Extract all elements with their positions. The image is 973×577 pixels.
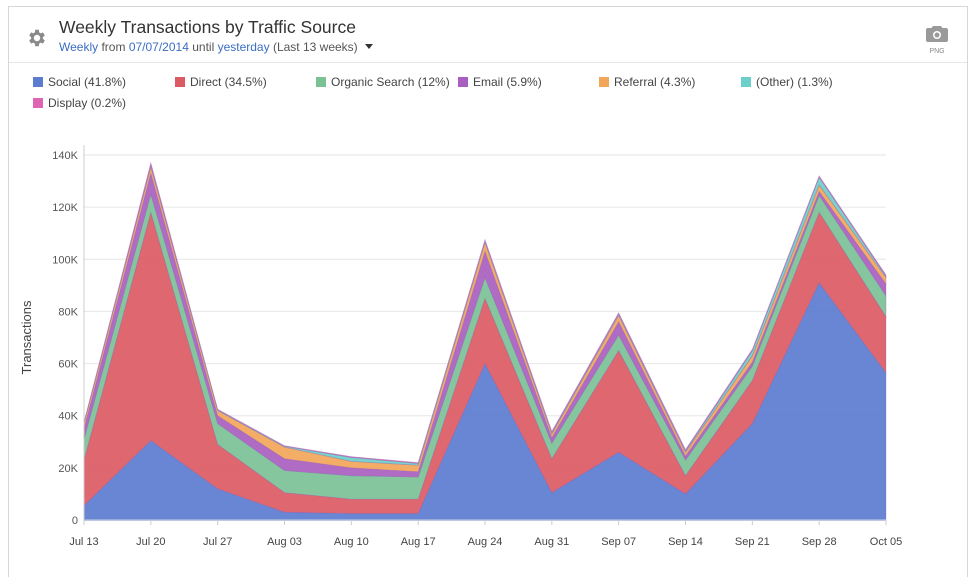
gear-icon[interactable] <box>26 27 48 49</box>
area-series-direct <box>83 210 887 514</box>
end-date-link[interactable]: yesterday <box>217 40 270 54</box>
date-range-selector[interactable]: Weekly from 07/07/2014 until yesterday (… <box>59 40 373 54</box>
legend-swatch <box>599 77 609 87</box>
y-tick-label: 0 <box>72 515 78 527</box>
y-tick-label: 80K <box>58 306 78 318</box>
legend-label: Display (0.2%) <box>48 96 127 110</box>
legend-item-organic-search[interactable]: Organic Search (12%) <box>316 75 450 89</box>
y-tick-label: 140K <box>52 150 78 162</box>
x-tick-label: Jul 13 <box>69 536 98 548</box>
legend-swatch <box>33 98 43 108</box>
y-axis-title: Transactions <box>19 300 34 374</box>
until-text: until <box>192 40 215 54</box>
legend-swatch <box>741 77 751 87</box>
legend-item-email[interactable]: Email (5.9%) <box>458 75 542 89</box>
chart-title: Weekly Transactions by Traffic Source <box>59 17 356 37</box>
y-tick-label: 100K <box>52 254 78 266</box>
chart-header: Weekly Transactions by Traffic Source We… <box>9 7 967 63</box>
y-tick-label: 20K <box>58 463 78 475</box>
legend-item-referral[interactable]: Referral (4.3%) <box>599 75 695 89</box>
legend-swatch <box>33 77 43 87</box>
stacked-area-chart: 0 20K 40K 60K 80K 100K 120K 140K Transactions Jul… <box>19 145 902 548</box>
x-tick-label: Sep 21 <box>735 536 770 548</box>
x-tick-label: Sep 28 <box>802 536 837 548</box>
area-series-organic-search <box>83 192 887 500</box>
legend-swatch <box>175 77 185 87</box>
range-text: (Last 13 weeks) <box>272 40 358 54</box>
y-tick-label: 120K <box>52 202 78 214</box>
export-png-label: PNG <box>929 48 945 55</box>
legend-label: Email (5.9%) <box>473 75 542 89</box>
period-link[interactable]: Weekly <box>59 40 99 54</box>
x-tick-label: Sep 07 <box>601 536 636 548</box>
legend-swatch <box>316 77 326 87</box>
x-tick-label: Aug 17 <box>401 536 436 548</box>
legend-label: Direct (34.5%) <box>190 75 267 89</box>
x-tick-label: Aug 31 <box>534 536 569 548</box>
x-tick-label: Oct 05 <box>870 536 902 548</box>
from-text: from <box>101 40 126 54</box>
area-series-display <box>83 161 887 464</box>
legend-item-other[interactable]: (Other) (1.3%) <box>741 75 833 89</box>
area-series-other <box>83 163 887 466</box>
x-tick-label: Aug 03 <box>267 536 302 548</box>
camera-icon <box>926 26 948 42</box>
export-png-button[interactable]: PNG <box>924 25 950 59</box>
legend-label: (Other) (1.3%) <box>756 75 833 89</box>
start-date-link[interactable]: 07/07/2014 <box>128 40 189 54</box>
caret-down-icon[interactable] <box>365 44 373 49</box>
x-tick-label: Aug 10 <box>334 536 369 548</box>
legend-swatch <box>458 77 468 87</box>
x-tick-label: Jul 20 <box>136 536 165 548</box>
x-tick-label: Jul 27 <box>203 536 232 548</box>
legend-label: Social (41.8%) <box>48 75 127 89</box>
x-tick-label: Aug 24 <box>468 536 503 548</box>
y-tick-label: 60K <box>58 359 78 371</box>
legend-item-social[interactable]: Social (41.8%) <box>33 75 126 89</box>
legend-label: Referral (4.3%) <box>614 75 696 89</box>
legend-label: Organic Search (12%) <box>331 75 450 89</box>
y-tick-label: 40K <box>58 411 78 423</box>
legend-item-display[interactable]: Display (0.2%) <box>33 96 126 110</box>
legend-item-direct[interactable]: Direct (34.5%) <box>175 75 267 89</box>
x-tick-label: Sep 14 <box>668 536 703 548</box>
